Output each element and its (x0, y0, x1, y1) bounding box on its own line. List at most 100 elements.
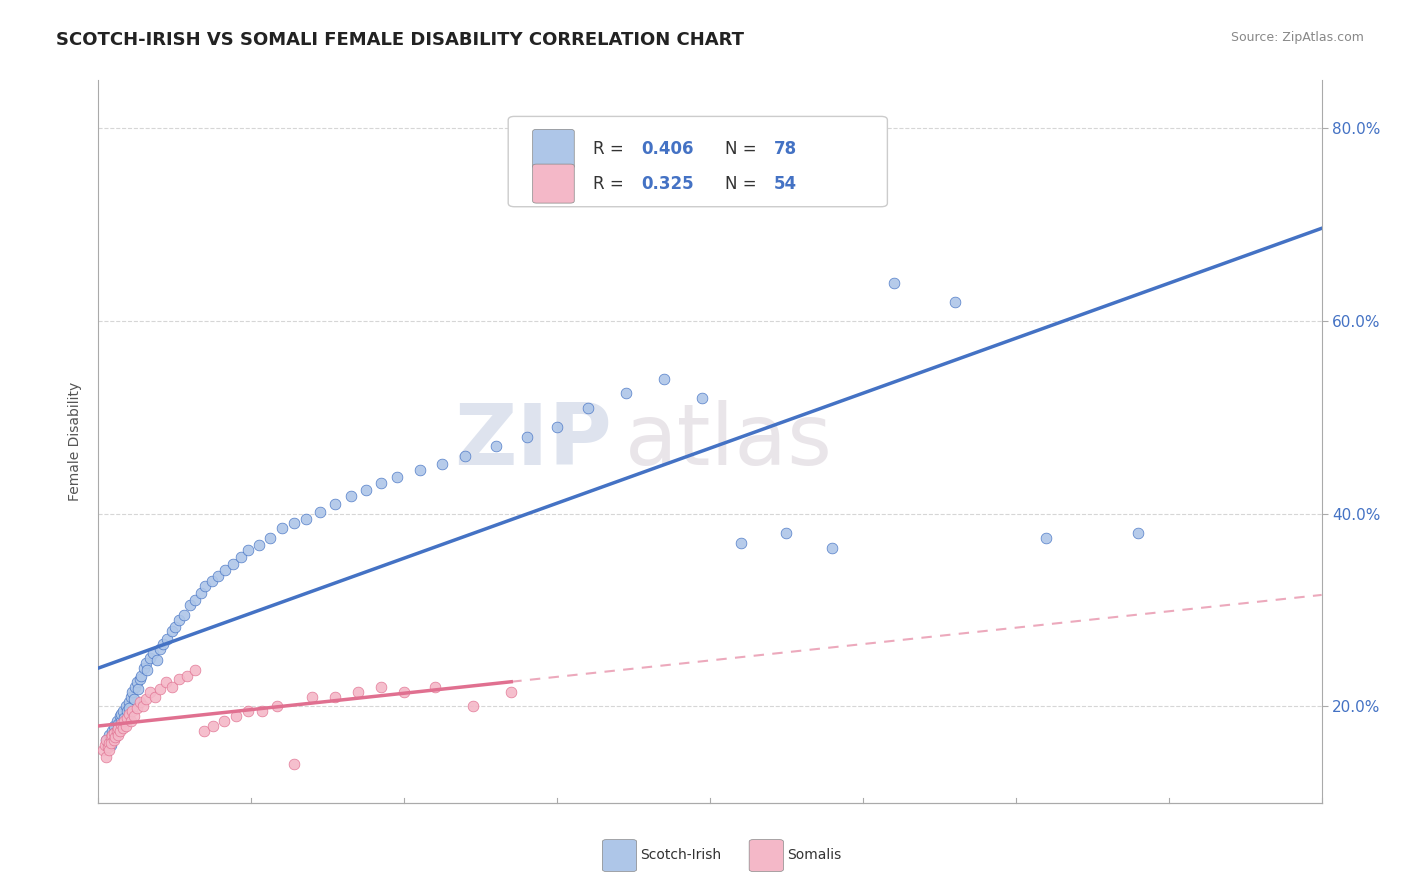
Point (408, 463, 430, 477)
Point (516, 430, 538, 444)
Point (212, 714, 235, 728)
Point (325, 497, 347, 511)
Point (614, 386, 637, 401)
Point (120, 714, 142, 728)
Point (184, 593, 207, 607)
Point (100, 731, 122, 745)
FancyBboxPatch shape (749, 839, 783, 871)
Point (149, 682, 172, 697)
Text: R =: R = (592, 175, 628, 193)
Point (98, 736, 121, 750)
Point (127, 682, 149, 697)
Text: SCOTCH-IRISH VS SOMALI FEMALE DISABILITY CORRELATION CHART: SCOTCH-IRISH VS SOMALI FEMALE DISABILITY… (56, 31, 744, 49)
Point (730, 535, 752, 549)
Point (283, 757, 305, 772)
Point (247, 538, 270, 552)
Point (454, 449, 477, 463)
Point (250, 704, 273, 718)
Point (176, 668, 198, 682)
Point (125, 675, 148, 690)
Point (775, 526, 797, 541)
Point (101, 728, 124, 742)
Point (112, 714, 135, 728)
Point (112, 711, 135, 725)
Point (107, 721, 129, 735)
Point (214, 563, 236, 577)
Point (121, 685, 143, 699)
Point (103, 726, 125, 740)
Point (423, 680, 446, 694)
Point (339, 490, 361, 504)
Point (136, 663, 159, 677)
Point (283, 516, 305, 531)
Point (98, 743, 121, 757)
Point (207, 569, 229, 583)
Point (107, 721, 129, 735)
Point (122, 709, 145, 723)
Point (354, 483, 377, 497)
Point (139, 685, 162, 699)
Point (190, 586, 212, 600)
Point (128, 673, 150, 687)
Point (193, 723, 215, 738)
FancyBboxPatch shape (533, 129, 574, 169)
Point (149, 641, 172, 656)
Point (115, 699, 138, 714)
Point (485, 439, 508, 453)
Point (142, 647, 165, 661)
Point (179, 599, 201, 613)
Point (103, 733, 125, 747)
Point (117, 704, 139, 718)
Point (169, 613, 191, 627)
Text: N =: N = (724, 175, 762, 193)
Point (97, 739, 120, 754)
Point (160, 624, 183, 639)
Point (173, 607, 195, 622)
Point (135, 656, 157, 670)
Point (270, 521, 292, 535)
Point (103, 726, 125, 740)
Point (128, 695, 150, 709)
Point (98, 728, 121, 742)
Point (110, 716, 132, 731)
Point (1128, 526, 1150, 541)
Point (225, 709, 247, 723)
Point (118, 701, 141, 715)
Point (652, 372, 675, 386)
Text: Scotch-Irish: Scotch-Irish (640, 847, 721, 862)
Text: R =: R = (592, 140, 628, 158)
Point (156, 632, 179, 646)
Point (101, 723, 124, 738)
Point (103, 719, 125, 733)
Point (222, 557, 245, 571)
FancyBboxPatch shape (508, 117, 887, 207)
Point (883, 276, 905, 290)
Point (163, 620, 186, 634)
Point (124, 680, 146, 694)
Point (108, 723, 131, 738)
Point (160, 680, 183, 694)
Point (118, 695, 141, 709)
Point (110, 707, 132, 722)
Point (1035, 531, 1057, 545)
Point (110, 714, 132, 728)
Point (107, 728, 129, 742)
Point (120, 690, 142, 704)
Text: ZIP: ZIP (454, 400, 612, 483)
Point (169, 673, 191, 687)
Point (100, 736, 122, 750)
Point (100, 738, 122, 752)
Text: Source: ZipAtlas.com: Source: ZipAtlas.com (1230, 31, 1364, 45)
Point (432, 457, 454, 471)
Point (576, 401, 599, 415)
Point (94, 749, 117, 764)
FancyBboxPatch shape (602, 839, 637, 871)
Point (115, 719, 138, 733)
Point (129, 668, 152, 682)
Text: Somalis: Somalis (787, 847, 841, 862)
Point (121, 704, 143, 718)
Point (94, 733, 117, 747)
Point (94, 733, 117, 747)
Point (132, 699, 155, 714)
Point (238, 543, 260, 558)
